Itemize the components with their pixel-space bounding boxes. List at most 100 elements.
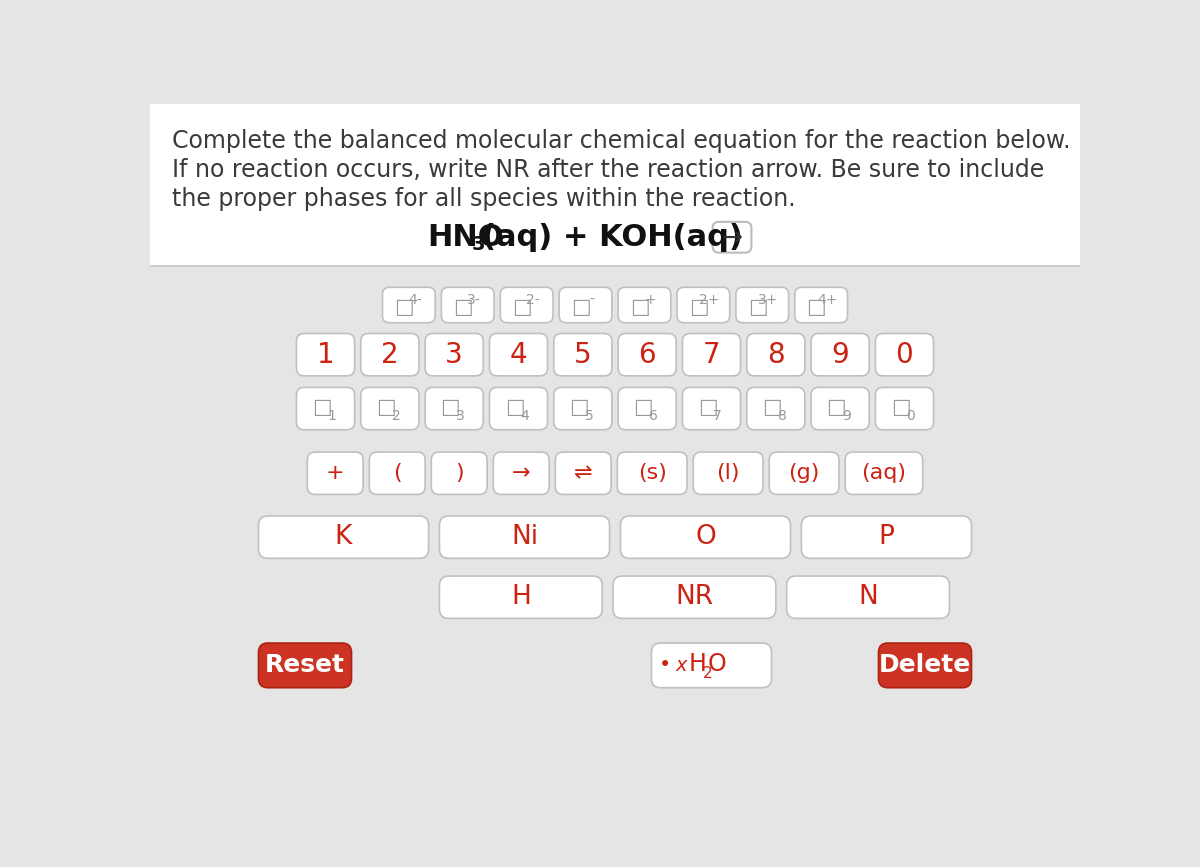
Text: □: □	[505, 397, 524, 417]
Text: 4-: 4-	[408, 293, 422, 307]
FancyBboxPatch shape	[613, 576, 776, 618]
Text: 8: 8	[767, 341, 785, 368]
Text: □: □	[806, 297, 827, 317]
Text: □: □	[395, 297, 414, 317]
Text: 0: 0	[895, 341, 913, 368]
Text: Delete: Delete	[878, 654, 971, 677]
FancyBboxPatch shape	[370, 452, 425, 494]
FancyBboxPatch shape	[442, 287, 494, 323]
Text: 7: 7	[713, 408, 722, 422]
FancyBboxPatch shape	[553, 334, 612, 376]
Text: O: O	[708, 652, 727, 676]
FancyBboxPatch shape	[439, 516, 610, 558]
Text: Reset: Reset	[265, 654, 346, 677]
Text: O: O	[695, 525, 716, 551]
FancyBboxPatch shape	[683, 334, 740, 376]
FancyBboxPatch shape	[296, 388, 355, 430]
Text: 5: 5	[574, 341, 592, 368]
Text: 2: 2	[391, 408, 401, 422]
FancyBboxPatch shape	[618, 334, 677, 376]
FancyBboxPatch shape	[787, 576, 949, 618]
Text: (: (	[392, 463, 402, 483]
FancyBboxPatch shape	[876, 388, 934, 430]
Text: H: H	[511, 584, 530, 610]
Text: 7: 7	[703, 341, 720, 368]
FancyBboxPatch shape	[490, 388, 547, 430]
Text: 6: 6	[649, 408, 658, 422]
FancyBboxPatch shape	[425, 334, 484, 376]
Text: (s): (s)	[637, 463, 667, 483]
Text: →: →	[512, 463, 530, 483]
Text: 3: 3	[445, 341, 463, 368]
Text: □: □	[569, 397, 589, 417]
FancyBboxPatch shape	[150, 104, 1080, 266]
FancyBboxPatch shape	[694, 452, 763, 494]
FancyBboxPatch shape	[713, 222, 751, 252]
Text: 4: 4	[521, 408, 529, 422]
FancyBboxPatch shape	[296, 334, 355, 376]
FancyBboxPatch shape	[652, 643, 772, 688]
FancyBboxPatch shape	[794, 287, 847, 323]
Text: ): )	[455, 463, 463, 483]
FancyBboxPatch shape	[811, 334, 869, 376]
Text: Ni: Ni	[511, 525, 538, 551]
FancyBboxPatch shape	[876, 334, 934, 376]
Text: 4+: 4+	[817, 293, 838, 307]
FancyBboxPatch shape	[618, 287, 671, 323]
Text: 3: 3	[472, 235, 485, 254]
Text: □: □	[376, 397, 396, 417]
FancyBboxPatch shape	[677, 287, 730, 323]
Text: →: →	[721, 225, 743, 249]
Text: N: N	[858, 584, 878, 610]
FancyBboxPatch shape	[845, 452, 923, 494]
FancyBboxPatch shape	[556, 452, 611, 494]
Text: 4: 4	[510, 341, 527, 368]
Text: (aq) + KOH(aq): (aq) + KOH(aq)	[481, 223, 743, 251]
Text: K: K	[335, 525, 353, 551]
Text: 1: 1	[317, 341, 335, 368]
Text: □: □	[890, 397, 911, 417]
FancyBboxPatch shape	[258, 643, 352, 688]
Text: 5: 5	[584, 408, 594, 422]
Text: □: □	[454, 297, 473, 317]
Text: +: +	[326, 463, 344, 483]
Text: □: □	[697, 397, 718, 417]
FancyBboxPatch shape	[559, 287, 612, 323]
Text: □: □	[748, 297, 768, 317]
FancyBboxPatch shape	[383, 287, 436, 323]
Text: •: •	[659, 655, 672, 675]
Text: 6: 6	[638, 341, 656, 368]
Text: HNO: HNO	[427, 223, 504, 251]
Text: x: x	[676, 655, 686, 675]
Text: H: H	[689, 652, 707, 676]
Text: 2+: 2+	[700, 293, 720, 307]
Text: +: +	[644, 293, 656, 307]
FancyBboxPatch shape	[802, 516, 972, 558]
Text: 3-: 3-	[467, 293, 481, 307]
FancyBboxPatch shape	[618, 388, 677, 430]
FancyBboxPatch shape	[553, 388, 612, 430]
FancyBboxPatch shape	[746, 388, 805, 430]
FancyBboxPatch shape	[769, 452, 839, 494]
Text: □: □	[312, 397, 331, 417]
Text: □: □	[689, 297, 708, 317]
FancyBboxPatch shape	[878, 643, 972, 688]
Text: □: □	[512, 297, 532, 317]
FancyBboxPatch shape	[361, 388, 419, 430]
FancyBboxPatch shape	[493, 452, 550, 494]
Text: 2: 2	[382, 341, 398, 368]
Text: □: □	[762, 397, 782, 417]
Text: 9: 9	[842, 408, 851, 422]
Text: (aq): (aq)	[862, 463, 906, 483]
Text: 2-: 2-	[526, 293, 540, 307]
FancyBboxPatch shape	[150, 104, 1080, 772]
FancyBboxPatch shape	[620, 516, 791, 558]
Text: (g): (g)	[788, 463, 820, 483]
Text: □: □	[440, 397, 460, 417]
Text: NR: NR	[676, 584, 714, 610]
Text: 3: 3	[456, 408, 464, 422]
FancyBboxPatch shape	[683, 388, 740, 430]
FancyBboxPatch shape	[361, 334, 419, 376]
Text: the proper phases for all species within the reaction.: the proper phases for all species within…	[172, 187, 796, 212]
FancyBboxPatch shape	[431, 452, 487, 494]
